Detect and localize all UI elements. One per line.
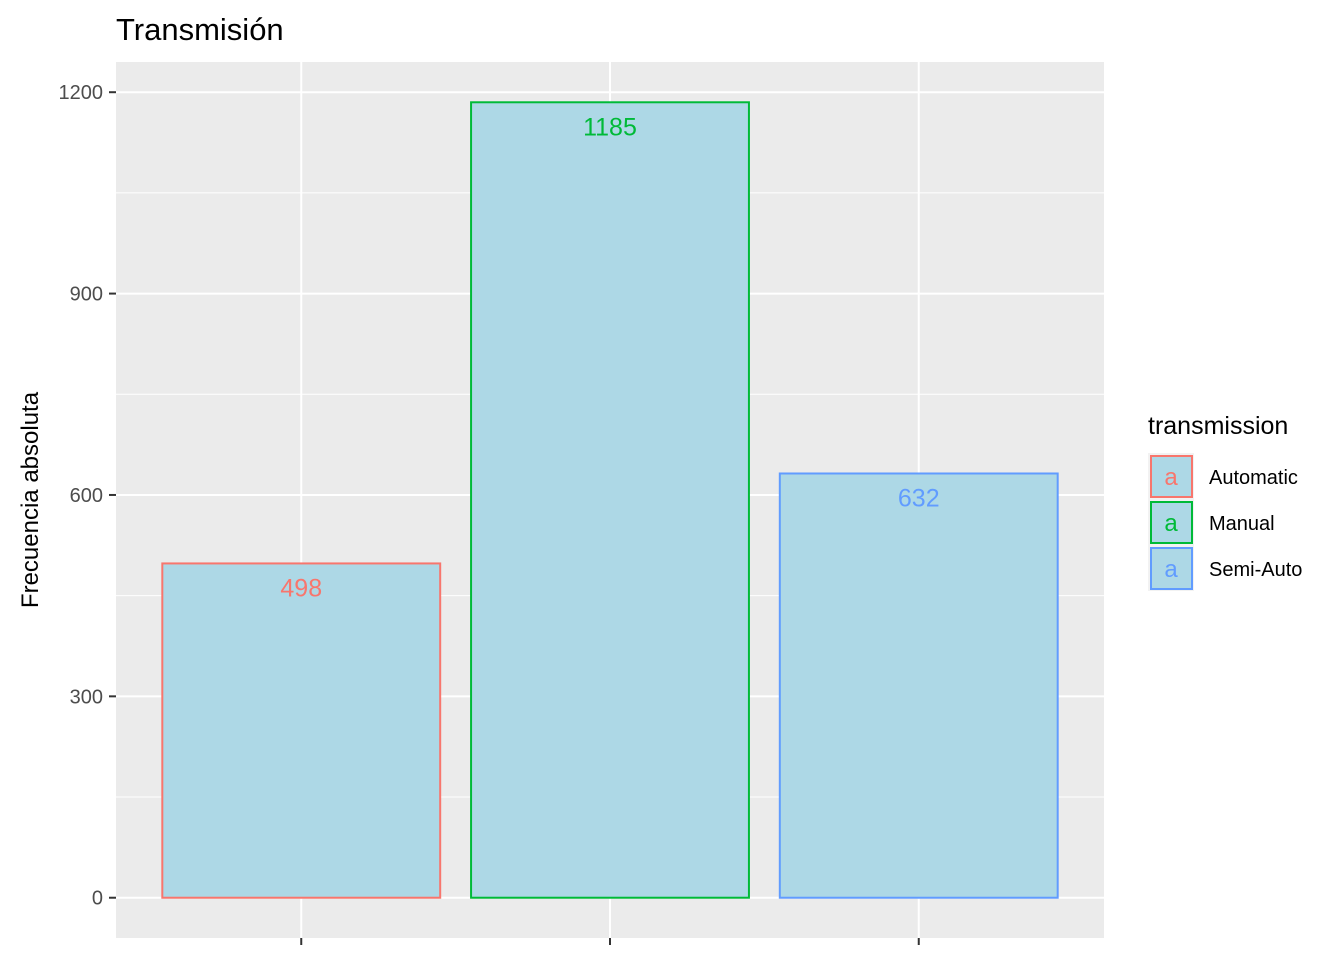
y-axis-title: Frecuencia absoluta — [17, 391, 44, 608]
y-tick-label: 0 — [92, 888, 103, 910]
bar-labels-group: 498 1185 632 — [280, 113, 939, 602]
legend: transmission a Automatic a Manual a Semi-Auto — [1148, 412, 1302, 591]
bar-value-label: 498 — [280, 574, 322, 602]
bars-group — [161, 101, 1059, 899]
legend-key-swatch — [1150, 455, 1193, 498]
legend-key-swatch — [1150, 547, 1193, 590]
x-axis — [300, 938, 920, 945]
chart-title: Transmisión — [116, 12, 284, 47]
legend-title: transmission — [1148, 412, 1288, 440]
y-tick-label: 900 — [70, 284, 103, 306]
bar-value-label: 632 — [898, 484, 940, 512]
legend-key-glyph: a — [1164, 556, 1178, 583]
y-tick-label: 300 — [70, 686, 103, 708]
bar-manual — [470, 101, 750, 899]
bar-value-label: 1185 — [583, 113, 637, 141]
y-tick-label: 600 — [70, 485, 103, 507]
legend-label: Semi-Auto — [1209, 559, 1302, 581]
legend-key-glyph: a — [1164, 464, 1178, 491]
legend-key-glyph: a — [1164, 510, 1178, 537]
y-tick-label: 1200 — [59, 82, 104, 104]
bar-automatic — [161, 562, 442, 899]
legend-label: Manual — [1209, 513, 1275, 535]
y-axis: 0 300 600 900 1200 — [59, 82, 116, 910]
legend-label: Automatic — [1209, 467, 1298, 489]
legend-key-swatch — [1150, 501, 1193, 544]
bar-semi-auto — [778, 472, 1059, 899]
